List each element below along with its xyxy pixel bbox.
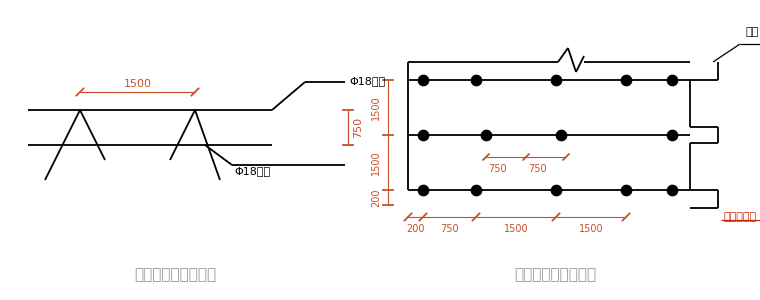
Text: 马凳加工形状示意图: 马凳加工形状示意图 bbox=[134, 268, 216, 283]
Point bbox=[666, 78, 678, 82]
Point bbox=[417, 188, 429, 192]
Text: Φ18钢筋: Φ18钢筋 bbox=[349, 76, 385, 86]
Text: 基础外边线: 基础外边线 bbox=[723, 212, 756, 222]
Point bbox=[555, 133, 567, 137]
Text: 支点: 支点 bbox=[745, 27, 758, 37]
Point bbox=[550, 78, 562, 82]
Text: 1500: 1500 bbox=[578, 224, 603, 234]
Point bbox=[480, 133, 492, 137]
Text: 1500: 1500 bbox=[123, 79, 151, 89]
Point bbox=[470, 78, 482, 82]
Text: 1500: 1500 bbox=[371, 95, 381, 120]
Text: 200: 200 bbox=[407, 224, 425, 234]
Text: 750: 750 bbox=[528, 164, 546, 174]
Point bbox=[417, 133, 429, 137]
Point bbox=[620, 188, 632, 192]
Point bbox=[550, 188, 562, 192]
Point bbox=[620, 78, 632, 82]
Text: 200: 200 bbox=[371, 188, 381, 207]
Text: 1500: 1500 bbox=[504, 224, 528, 234]
Text: 750: 750 bbox=[440, 224, 459, 234]
Point bbox=[417, 78, 429, 82]
Text: 1500: 1500 bbox=[371, 150, 381, 175]
Text: 750: 750 bbox=[488, 164, 507, 174]
Text: 马凳平面布置示意图: 马凳平面布置示意图 bbox=[514, 268, 596, 283]
Text: Φ18钢筋: Φ18钢筋 bbox=[234, 166, 270, 176]
Point bbox=[666, 133, 678, 137]
Point bbox=[470, 188, 482, 192]
Point bbox=[666, 188, 678, 192]
Text: 750: 750 bbox=[353, 117, 363, 138]
